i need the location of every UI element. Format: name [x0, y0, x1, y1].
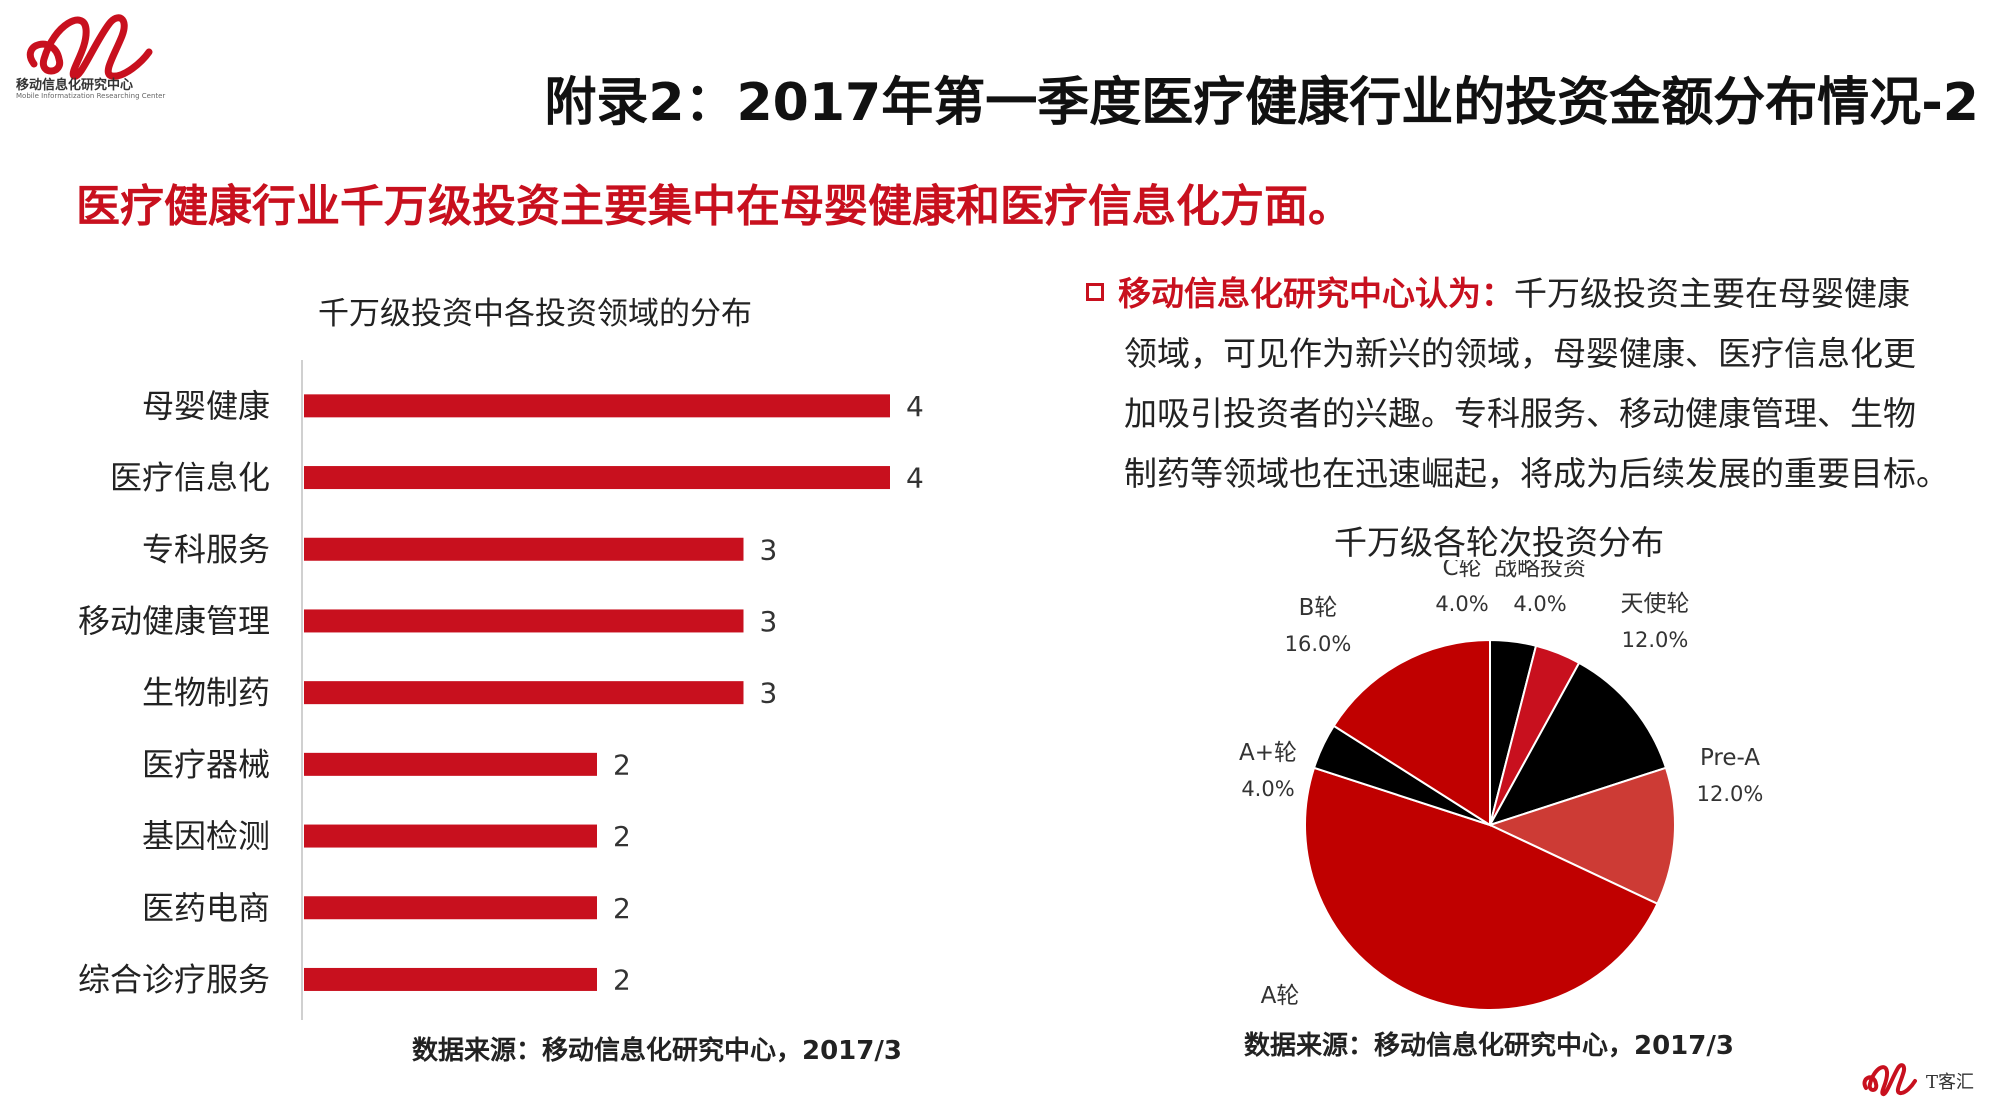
- bar: [304, 609, 744, 633]
- pie-slice-label: 战略投资: [1494, 560, 1586, 581]
- bar: [304, 537, 744, 561]
- insight-line: 领域，可见作为新兴的领域，母婴健康、医疗信息化更: [1124, 334, 1916, 373]
- pie-slice-value: 4.0%: [1513, 592, 1566, 616]
- page-title: 附录2：2017年第一季度医疗健康行业的投资金额分布情况-2: [544, 73, 1979, 133]
- bar: [304, 752, 597, 776]
- pie-slice: [1332, 638, 1491, 827]
- pie-slice-value: 16.0%: [1285, 632, 1352, 656]
- pie-slice-value: 4.0%: [1435, 592, 1488, 616]
- pie-slice: [1487, 766, 1676, 906]
- bar: [304, 967, 597, 991]
- corner-logo-icon: [1862, 1063, 1917, 1097]
- bar-category-label: 母婴健康: [142, 387, 270, 425]
- bar-value-label: 2: [613, 820, 631, 853]
- pie-slice-label: B轮: [1299, 595, 1338, 621]
- bar-category-label: 医药电商: [142, 889, 270, 927]
- pie-chart-source: 数据来源：移动信息化研究中心，2017/3: [1244, 1031, 1734, 1061]
- insight-paragraph: 移动信息化研究中心认为：千万级投资主要在母婴健康 领域，可见作为新兴的领域，母婴…: [1086, 264, 1986, 504]
- bar-category-label: 医疗器械: [142, 745, 270, 783]
- insight-line: 加吸引投资者的兴趣。专科服务、移动健康管理、生物: [1124, 394, 1916, 433]
- corner-logo-text: T客汇: [1926, 1072, 1975, 1093]
- headline: 医疗健康行业千万级投资主要集中在母婴健康和医疗信息化方面。: [76, 181, 1352, 232]
- insight-lead: 移动信息化研究中心认为：: [1118, 274, 1514, 313]
- bar-value-label: 3: [760, 533, 778, 566]
- bar-chart-source: 数据来源：移动信息化研究中心，2017/3: [412, 1036, 902, 1066]
- bar-category-label: 基因检测: [142, 817, 270, 855]
- pie-chart-title: 千万级各轮次投资分布: [1334, 523, 1664, 562]
- pie-slice: [1487, 661, 1668, 827]
- bar-category-label: 医疗信息化: [110, 459, 270, 497]
- pie-slice-label: A轮: [1261, 983, 1300, 1009]
- bar-category-label: 生物制药: [142, 674, 270, 712]
- brand-subtitle: Mobile Informatization Researching Cente…: [16, 92, 166, 100]
- square-bullet-icon: [1086, 282, 1104, 301]
- bar-value-label: 2: [613, 748, 631, 781]
- insight-line: 制药等领域也在迅速崛起，将成为后续发展的重要目标。: [1124, 454, 1949, 493]
- bar: [304, 681, 744, 705]
- insight-line: 千万级投资主要在母婴健康: [1514, 274, 1910, 313]
- pie-slice-value: 12.0%: [1697, 782, 1764, 806]
- pie-slice-label: Pre-A: [1700, 745, 1760, 771]
- bar-category-label: 专科服务: [142, 530, 270, 568]
- bar-value-label: 3: [760, 677, 778, 710]
- bar-chart: 母婴健康 4 医疗信息化 4 专科服务 3 移动健康管理 3 生物制药 3 医疗器械 2 基因检测 2 医药…: [78, 360, 924, 1020]
- bar-value-label: 4: [906, 462, 924, 495]
- pie-slice: [1304, 766, 1659, 1011]
- bar-chart-title: 千万级投资中各投资领域的分布: [318, 296, 752, 332]
- brand-name: 移动信息化研究中心: [16, 78, 134, 93]
- pie-slice-value: 4.0%: [1241, 777, 1294, 801]
- bar-value-label: 3: [760, 605, 778, 638]
- pie-slice-label: C轮: [1442, 560, 1481, 581]
- bar: [304, 466, 890, 490]
- pie-chart: C轮4.0%战略投资4.0%天使轮12.0%Pre-A12.0%A轮48.0%A…: [1239, 560, 1764, 1011]
- bar-value-label: 2: [613, 892, 631, 925]
- bar-category-label: 移动健康管理: [78, 602, 270, 640]
- bar-category-label: 综合诊疗服务: [78, 960, 270, 998]
- bar-value-label: 2: [613, 963, 631, 996]
- bar-value-label: 4: [906, 390, 924, 423]
- pie-slice-label: 天使轮: [1621, 591, 1690, 617]
- bar: [304, 824, 597, 848]
- pie-slice-value: 12.0%: [1622, 628, 1689, 652]
- brand-logo-icon: [26, 14, 153, 80]
- bar: [304, 896, 597, 920]
- bar: [304, 394, 890, 418]
- pie-slice-label: A+轮: [1239, 740, 1297, 766]
